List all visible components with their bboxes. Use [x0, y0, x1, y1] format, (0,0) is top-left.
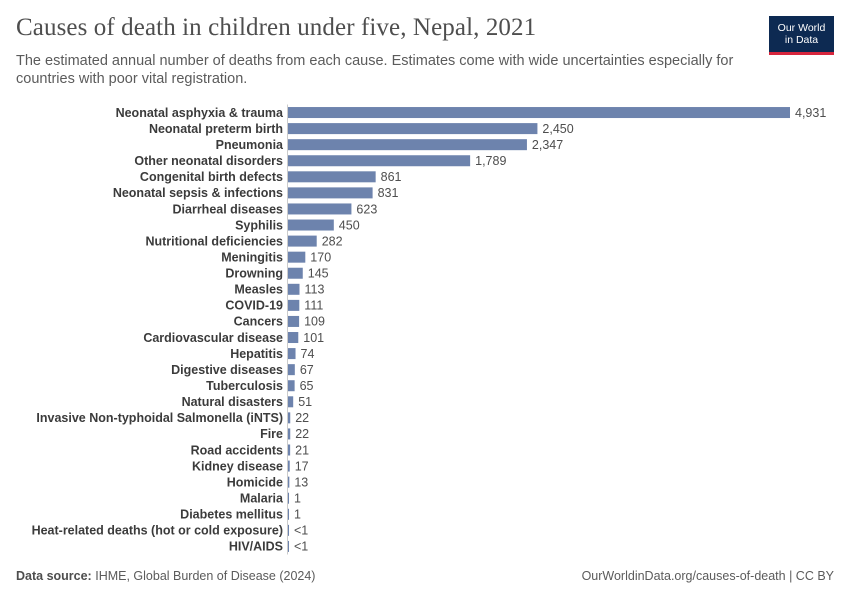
category-label: Homicide [227, 475, 283, 489]
category-label: Fire [260, 427, 283, 441]
value-label: 67 [300, 363, 314, 377]
category-label: Congenital birth defects [140, 170, 283, 184]
value-label: 113 [305, 283, 325, 297]
bar[interactable] [288, 396, 294, 408]
bar[interactable] [288, 283, 300, 295]
bar[interactable] [288, 412, 291, 424]
value-label: 2,347 [532, 138, 563, 152]
value-label: 111 [304, 299, 323, 313]
owid-logo[interactable]: Our World in Data [769, 16, 834, 55]
value-label: 13 [294, 475, 308, 489]
bar[interactable] [288, 139, 527, 151]
value-label: 2,450 [542, 122, 573, 136]
bar[interactable] [288, 171, 376, 183]
value-label: 4,931 [795, 106, 826, 120]
category-label: HIV/AIDS [229, 540, 283, 554]
bar[interactable] [288, 476, 290, 488]
value-label: 65 [300, 379, 314, 393]
category-label: Measles [234, 283, 283, 297]
category-label: Cardiovascular disease [143, 331, 283, 345]
category-label: Drowning [225, 267, 283, 281]
chart-subtitle: The estimated annual number of deaths fr… [16, 53, 734, 87]
bar[interactable] [288, 251, 306, 263]
bar[interactable] [288, 187, 373, 199]
chart-title: Causes of death in children under five, … [16, 14, 537, 41]
bar[interactable] [288, 203, 352, 215]
bar[interactable] [288, 348, 296, 360]
bar[interactable] [288, 460, 290, 472]
category-label: Nutritional deficiencies [145, 234, 283, 248]
category-label: Malaria [240, 492, 284, 506]
value-label: 22 [295, 411, 309, 425]
bar[interactable] [288, 267, 303, 279]
value-label: 17 [295, 459, 309, 473]
category-label: Diarrheal diseases [173, 202, 284, 216]
bar[interactable] [288, 444, 291, 456]
value-label: 1 [294, 492, 301, 506]
logo-line-1: Our World [777, 22, 826, 34]
category-label: Invasive Non-typhoidal Salmonella (iNTS) [36, 411, 283, 425]
category-label: Other neonatal disorders [134, 154, 283, 168]
bar[interactable] [288, 508, 289, 520]
category-label: Pneumonia [216, 138, 284, 152]
category-label: Kidney disease [192, 459, 283, 473]
bar[interactable] [288, 123, 538, 135]
value-label: 21 [295, 443, 309, 457]
source-url[interactable]: OurWorldinData.org/causes-of-death | CC … [581, 569, 834, 583]
category-label: Syphilis [235, 218, 283, 232]
value-label: 109 [304, 315, 325, 329]
bar[interactable] [288, 332, 299, 344]
value-label: 101 [303, 331, 324, 345]
category-label: Neonatal asphyxia & trauma [116, 106, 284, 120]
category-label: Neonatal sepsis & infections [113, 186, 283, 200]
value-label: 74 [301, 347, 315, 361]
value-label: 22 [295, 427, 309, 441]
bar[interactable] [288, 299, 300, 311]
bar[interactable] [288, 107, 790, 119]
value-label: 282 [322, 234, 343, 248]
category-label: Cancers [234, 315, 283, 329]
value-label: 831 [378, 186, 399, 200]
category-label: Digestive diseases [171, 363, 283, 377]
value-label: 145 [308, 267, 329, 281]
value-label: <1 [294, 524, 308, 538]
category-label: COVID-19 [225, 299, 283, 313]
bar[interactable] [288, 315, 300, 327]
category-label: Natural disasters [182, 395, 283, 409]
bar[interactable] [288, 155, 471, 167]
category-label: Hepatitis [230, 347, 283, 361]
bar[interactable] [288, 364, 295, 376]
bar[interactable] [288, 235, 317, 247]
category-label: Road accidents [191, 443, 283, 457]
category-label: Tuberculosis [206, 379, 283, 393]
category-label: Diabetes mellitus [180, 508, 283, 522]
value-label: 623 [356, 202, 377, 216]
category-label: Meningitis [221, 250, 283, 264]
bar[interactable] [288, 540, 289, 552]
value-label: 1 [294, 508, 301, 522]
value-label: <1 [294, 540, 308, 554]
bar[interactable] [288, 492, 289, 504]
bar[interactable] [288, 380, 295, 392]
bar[interactable] [288, 428, 291, 440]
value-label: 861 [381, 170, 402, 184]
data-source: Data source: IHME, Global Burden of Dise… [16, 569, 315, 583]
bar[interactable] [288, 219, 334, 231]
data-source-text[interactable]: IHME, Global Burden of Disease (2024) [95, 569, 316, 583]
value-label: 170 [310, 250, 331, 264]
category-label: Neonatal preterm birth [149, 122, 283, 136]
value-label: 51 [298, 395, 312, 409]
value-label: 450 [339, 218, 360, 232]
value-label: 1,789 [475, 154, 506, 168]
bar[interactable] [288, 524, 289, 536]
logo-line-2: in Data [784, 34, 819, 46]
data-source-label: Data source: [16, 569, 92, 583]
category-label: Heat-related deaths (hot or cold exposur… [32, 524, 283, 538]
